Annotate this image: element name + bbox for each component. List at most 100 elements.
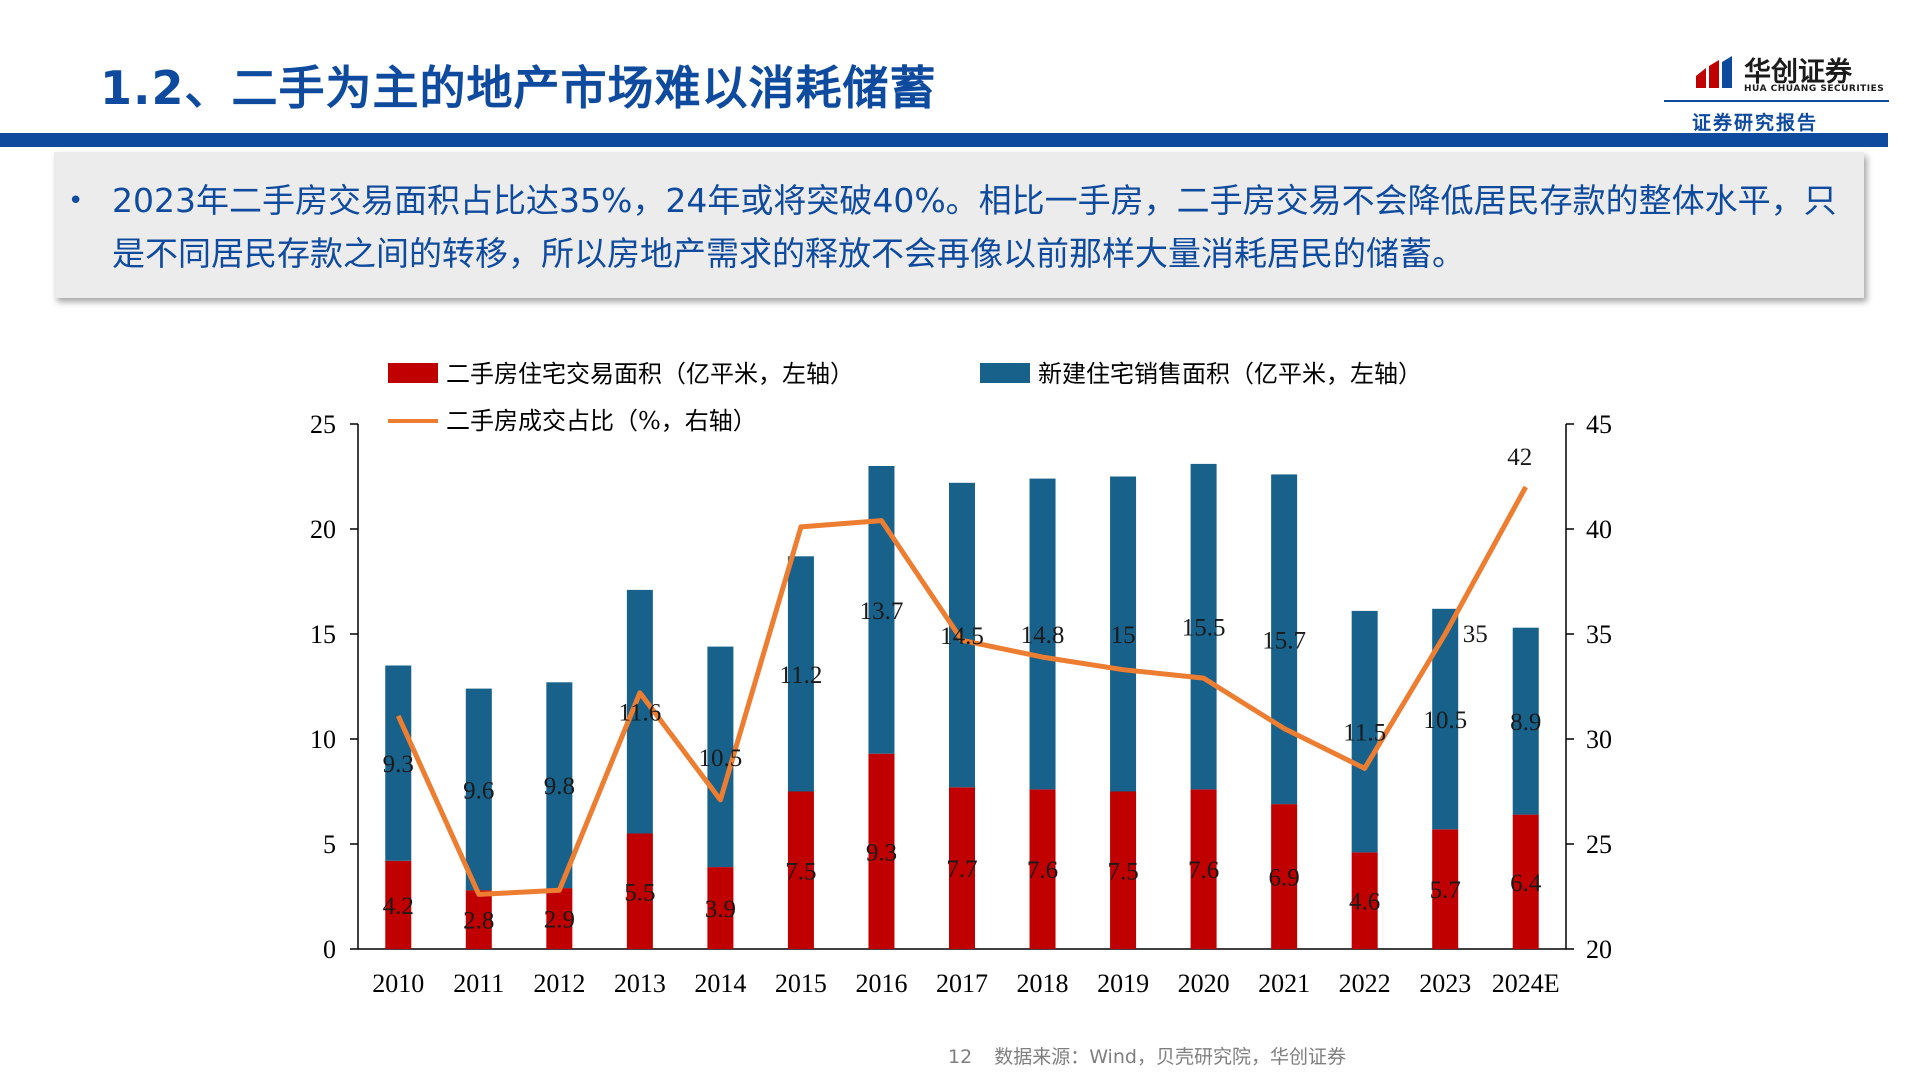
bar-label-newbuild: 14.5: [940, 623, 984, 650]
y-right-tick-label: 20: [1586, 935, 1612, 964]
bar-newbuild: [1190, 463, 1217, 790]
header-band: [0, 133, 1888, 147]
y-right-tick-label: 30: [1586, 725, 1612, 754]
bar-secondhand: [1271, 804, 1298, 949]
x-tick-label: 2024E: [1492, 969, 1560, 998]
bar-label-secondhand: 5.5: [624, 879, 655, 906]
bar-secondhand: [1512, 814, 1539, 949]
bullet-icon: •: [68, 186, 84, 216]
legend-label-share-line: 二手房成交占比（%，右轴）: [446, 407, 757, 435]
x-tick-label: 2013: [614, 969, 666, 998]
bar-secondhand: [465, 890, 492, 949]
bar-secondhand: [626, 833, 653, 949]
legend-label-secondhand: 二手房住宅交易面积（亿平米，左轴）: [446, 360, 854, 388]
bar-label-newbuild: 15.5: [1182, 615, 1226, 642]
bar-secondhand: [868, 753, 895, 949]
legend-swatch-newbuild: [980, 363, 1030, 383]
page-number: 12: [948, 1046, 973, 1068]
bar-label-secondhand: 6.9: [1269, 865, 1300, 892]
legend-label-newbuild: 新建住宅销售面积（亿平米，左轴）: [1038, 360, 1422, 388]
logo-mark-icon: [1696, 56, 1732, 88]
x-tick-label: 2015: [775, 969, 827, 998]
y-right-tick-label: 25: [1586, 830, 1612, 859]
bar-label-secondhand: 2.9: [544, 907, 575, 934]
bar-secondhand: [1110, 791, 1137, 949]
data-source: 数据来源：Wind，贝壳研究院，华创证券: [994, 1046, 1346, 1068]
chart-line: [395, 485, 1528, 897]
logo-name-cn: 华创证券: [1744, 57, 1852, 88]
bar-label-newbuild: 15: [1111, 622, 1136, 649]
stacked-bar-line-chart: 二手房住宅交易面积（亿平米，左轴） 新建住宅销售面积（亿平米，左轴） 二手房成交…: [310, 360, 1612, 998]
x-tick-label: 2022: [1339, 969, 1391, 998]
y-right-tick-label: 35: [1586, 620, 1612, 649]
chart-labels: 4.2 9.3 2.8 9.6 2.9 9.8 5.5 11.6 3.9 10.5 7.5 11.2 9…: [383, 444, 1542, 935]
footer: 12 数据来源：Wind，贝壳研究院，华创证券: [948, 1042, 1368, 1069]
bar-label-secondhand: 7.6: [1027, 857, 1058, 884]
bar-label-newbuild: 9.3: [383, 751, 414, 778]
bar-label-newbuild: 10.5: [1423, 707, 1467, 734]
y-left-tick-label: 20: [310, 515, 336, 544]
bar-label-newbuild: 9.8: [544, 773, 575, 800]
logo-divider: [1664, 100, 1889, 102]
bar-label-newbuild: 10.5: [699, 745, 743, 772]
bar-secondhand: [949, 787, 975, 949]
bar-newbuild: [707, 646, 734, 868]
bar-label-newbuild: 11.2: [780, 662, 823, 689]
y-left-tick-label: 5: [323, 830, 336, 859]
summary-box: • 2023年二手房交易面积占比达35%，24年或将突破40%。相比一手房，二手…: [54, 152, 1864, 298]
logo-subtitle: 证券研究报告: [1692, 112, 1819, 134]
y-left-tick-label: 15: [310, 620, 336, 649]
x-tick-label: 2020: [1178, 969, 1230, 998]
chart-legend: 二手房住宅交易面积（亿平米，左轴） 新建住宅销售面积（亿平米，左轴） 二手房成交…: [388, 360, 1422, 435]
bar-newbuild: [868, 466, 895, 754]
bar-label-secondhand: 3.9: [705, 896, 736, 923]
bar-label-secondhand: 7.5: [1107, 858, 1138, 885]
x-tick-label: 2014: [694, 969, 746, 998]
bar-secondhand: [1190, 789, 1217, 949]
share-line-label: 35: [1463, 621, 1488, 648]
bar-label-newbuild: 11.6: [618, 700, 661, 727]
company-logo: 华创证券 HUA CHUANG SECURITIES 证券研究报告: [1664, 48, 1894, 143]
x-tick-label: 2011: [453, 969, 504, 998]
bar-label-secondhand: 2.8: [463, 908, 494, 935]
summary-text: 2023年二手房交易面积占比达35%，24年或将突破40%。相比一手房，二手房交…: [112, 181, 1837, 273]
bar-newbuild: [385, 665, 412, 861]
legend-swatch-secondhand: [388, 363, 438, 383]
bar-label-secondhand: 6.4: [1510, 870, 1542, 897]
x-tick-label: 2012: [533, 969, 585, 998]
bar-newbuild: [1110, 476, 1137, 792]
bar-label-secondhand: 5.7: [1430, 877, 1461, 904]
bar-newbuild: [1512, 627, 1539, 815]
page-title: 1.2、二手为主的地产市场难以消耗储蓄: [100, 61, 937, 115]
logo-name-en: HUA CHUANG SECURITIES: [1744, 84, 1885, 94]
bar-label-secondhand: 7.7: [946, 856, 977, 883]
x-tick-label: 2010: [372, 969, 424, 998]
x-tick-label: 2017: [936, 969, 988, 998]
bar-secondhand: [546, 888, 573, 949]
bar-newbuild: [1271, 474, 1298, 805]
bar-secondhand: [707, 867, 734, 949]
bar-label-secondhand: 7.5: [785, 858, 816, 885]
bar-newbuild: [465, 688, 492, 891]
bar-secondhand: [1432, 829, 1459, 949]
bar-secondhand: [1029, 789, 1056, 949]
y-right-tick-label: 45: [1586, 410, 1612, 439]
bar-newbuild: [949, 482, 975, 788]
bar-label-secondhand: 4.2: [383, 893, 414, 920]
bar-label-newbuild: 13.7: [860, 598, 904, 625]
bar-secondhand: [787, 791, 814, 949]
bar-label-secondhand: 4.6: [1349, 889, 1380, 916]
bar-label-newbuild: 8.9: [1510, 709, 1541, 736]
y-left-tick-label: 10: [310, 725, 336, 754]
bar-newbuild: [787, 556, 814, 792]
bar-label-secondhand: 9.3: [866, 839, 897, 866]
bar-label-newbuild: 15.7: [1262, 627, 1306, 654]
share-line-label: 42: [1507, 444, 1532, 471]
y-right-tick-label: 40: [1586, 515, 1612, 544]
x-tick-label: 2016: [855, 969, 907, 998]
y-left-tick-label: 25: [310, 410, 336, 439]
x-tick-label: 2021: [1258, 969, 1310, 998]
bar-newbuild: [546, 682, 573, 889]
bar-secondhand: [385, 860, 412, 949]
bar-newbuild: [1029, 478, 1056, 790]
